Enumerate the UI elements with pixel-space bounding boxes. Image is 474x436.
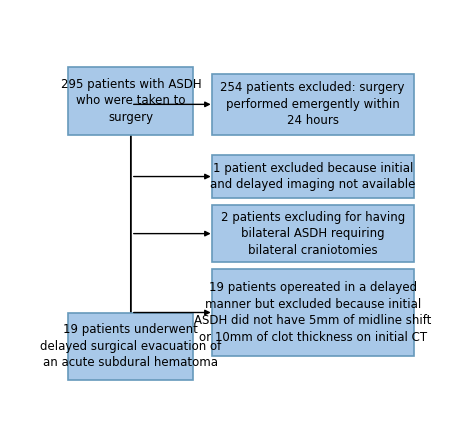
Text: 19 patients opereated in a delayed
manner but excluded because initial
ASDH did : 19 patients opereated in a delayed manne… [194,281,431,344]
FancyBboxPatch shape [212,155,414,198]
FancyBboxPatch shape [68,68,193,135]
Text: 254 patients excluded: surgery
performed emergently within
24 hours: 254 patients excluded: surgery performed… [220,82,405,127]
FancyBboxPatch shape [212,269,414,356]
Text: 295 patients with ASDH
who were taken to
surgery: 295 patients with ASDH who were taken to… [61,78,201,124]
FancyBboxPatch shape [212,205,414,262]
FancyBboxPatch shape [68,313,193,380]
FancyBboxPatch shape [212,74,414,135]
Text: 19 patients underwent
delayed surgical evacuation of
an acute subdural hematoma: 19 patients underwent delayed surgical e… [40,323,221,369]
Text: 2 patients excluding for having
bilateral ASDH requiring
bilateral craniotomies: 2 patients excluding for having bilatera… [220,211,405,257]
Text: 1 patient excluded because initial
and delayed imaging not available: 1 patient excluded because initial and d… [210,162,415,191]
